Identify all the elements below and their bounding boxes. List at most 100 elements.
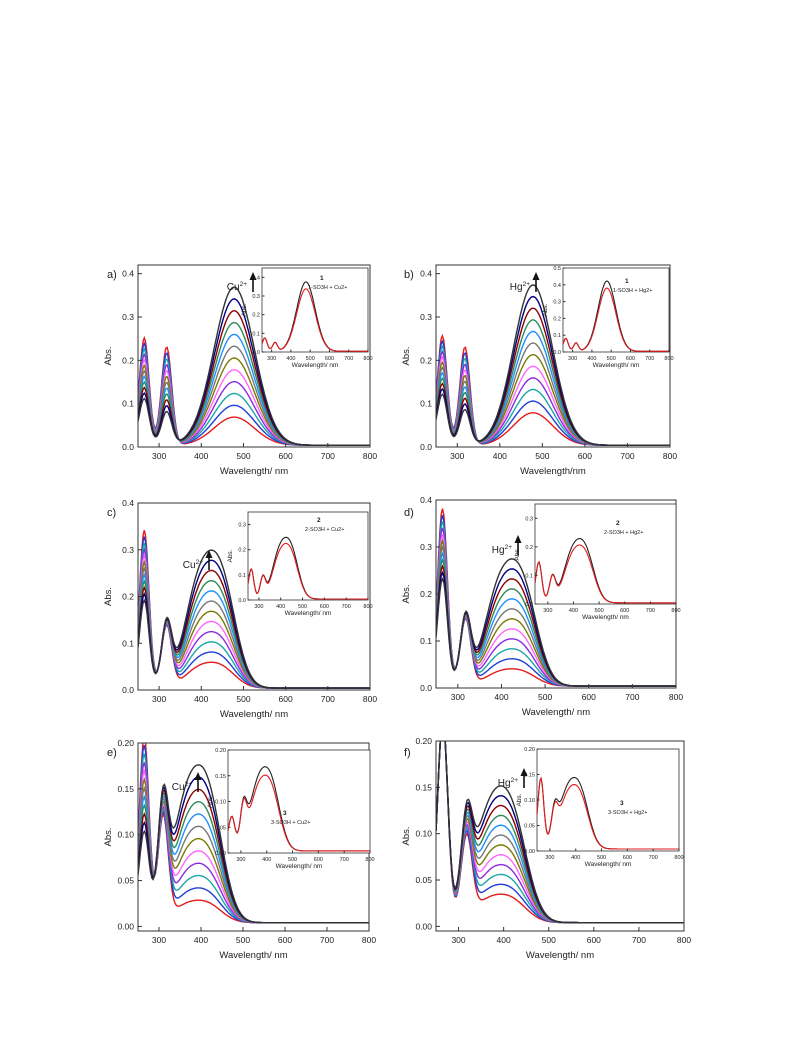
inset-x-tick-label: 600 [623, 855, 632, 861]
chart-panel-4: 300 400 500 600 700 800 0.0 0.1 0.2 0.3 0.4 Wavelen… [401, 495, 683, 718]
y-tick-label: 0.4 [122, 498, 134, 508]
inset-y-tick-label: 0.0 [525, 602, 533, 608]
y-tick-label: 0.15 [415, 782, 432, 792]
x-tick-label: 700 [321, 451, 335, 461]
x-axis-label: Wavelength/nm [520, 466, 586, 477]
inset-y-tick-label: 0.1 [525, 573, 533, 579]
y-tick-label: 0.0 [122, 442, 134, 452]
x-tick-label: 400 [493, 451, 507, 461]
inset-x-axis-label: Wavelength/ nm [593, 362, 640, 369]
x-tick-label: 500 [236, 935, 250, 945]
panel-letter: f) [404, 747, 411, 759]
inset-y-tick-label: 0.1 [252, 331, 260, 337]
inset-x-tick-label: 800 [674, 855, 683, 861]
y-tick-label: 0.2 [122, 592, 134, 602]
inset-x-tick-label: 400 [569, 608, 578, 614]
y-tick-label: 0.2 [122, 355, 134, 365]
y-tick-label: 0.00 [415, 921, 432, 931]
inset-x-tick-label: 300 [568, 356, 577, 362]
inset-x-axis-label: Wavelength/ nm [585, 861, 632, 868]
x-tick-label: 300 [152, 694, 166, 704]
inset-frame [227, 749, 371, 854]
panel-letter: b) [404, 269, 414, 281]
panel-letter: c) [107, 507, 116, 519]
inset-chart: 300 400 500 600 700 800 0.0 0.1 0.2 0.3 Wavelength… [514, 503, 681, 621]
x-tick-label: 500 [236, 451, 250, 461]
inset-x-tick-label: 700 [342, 604, 351, 610]
inset-chart: 300 400 500 600 700 800 0.0 0.1 0.2 0.3 0.4 0.5 Wave… [542, 266, 674, 369]
y-tick-label: 0.10 [415, 829, 432, 839]
inset-series-label: 2 [616, 520, 620, 527]
inset-x-axis-label: Wavelength/ nm [276, 863, 323, 870]
inset-y-tick-label: 0.3 [525, 516, 533, 522]
inset-series-label: 2-SO3H + Hg2+ [604, 530, 643, 536]
y-tick-label: 0.05 [415, 875, 432, 885]
ion-label: Cu2+ [227, 281, 247, 293]
inset-x-tick-label: 600 [314, 857, 323, 863]
increase-arrow-head [520, 768, 528, 776]
inset-x-tick-label: 400 [276, 604, 285, 610]
x-tick-label: 300 [152, 451, 166, 461]
x-tick-label: 700 [620, 451, 634, 461]
chart-panel-6: 300 400 500 600 700 800 0.00 0.05 0.10 0.15 0.20 Wa… [401, 736, 691, 961]
x-tick-label: 800 [363, 451, 377, 461]
inset-y-tick-label: 0.2 [252, 313, 260, 319]
x-tick-label: 600 [582, 692, 596, 702]
inset-x-tick-label: 300 [267, 356, 276, 362]
titration-curves [138, 530, 370, 689]
series-line [138, 286, 370, 446]
x-axis-label: Wavelength/ nm [522, 707, 590, 718]
panel-letter: a) [107, 269, 117, 281]
x-tick-label: 600 [279, 694, 293, 704]
inset-y-tick-label: 0.20 [524, 747, 535, 753]
inset-x-axis-label: Wavelength/ nm [582, 614, 629, 621]
y-tick-label: 0.20 [117, 738, 134, 748]
x-tick-label: 500 [538, 692, 552, 702]
x-tick-label: 500 [542, 935, 556, 945]
inset-y-tick-label: 0.0 [252, 350, 260, 356]
y-tick-label: 0.4 [420, 495, 432, 505]
inset-series-label: 3 [283, 810, 287, 817]
x-tick-label: 700 [320, 935, 334, 945]
inset-chart: 300 400 500 600 700 800 0.00 0.05 0.10 0.15 0.20 Wa… [207, 748, 375, 870]
x-tick-label: 700 [632, 935, 646, 945]
inset-y-tick-label: 0.0 [553, 350, 561, 356]
inset-x-axis-label: Wavelength/ nm [285, 610, 332, 617]
x-tick-label: 400 [494, 692, 508, 702]
x-tick-label: 800 [362, 935, 376, 945]
inset-chart: 300 400 500 600 700 800 0.00 0.05 0.10 0.15 0.20 Wa… [516, 747, 684, 868]
inset-y-axis-label: Abs. [207, 795, 214, 808]
inset-series-line [563, 287, 669, 352]
inset-x-tick-label: 700 [344, 356, 353, 362]
inset-series-label: 2 [317, 517, 321, 524]
chart-panel-1: 300 400 500 600 700 800 0.0 0.1 0.2 0.3 0.4 Wavelen… [103, 264, 377, 477]
y-tick-label: 0.0 [122, 685, 134, 695]
inset-x-tick-label: 600 [626, 356, 635, 362]
x-tick-label: 400 [497, 935, 511, 945]
inset-series-label: 3 [620, 800, 624, 807]
inset-y-tick-label: 0.3 [252, 294, 260, 300]
x-tick-label: 700 [625, 692, 639, 702]
inset-y-tick-label: 0.15 [215, 774, 226, 780]
panel-letter: e) [107, 747, 117, 759]
inset-x-tick-label: 300 [254, 604, 263, 610]
y-tick-label: 0.3 [122, 545, 134, 555]
inset-y-tick-label: 0.3 [553, 300, 561, 306]
x-tick-label: 600 [587, 935, 601, 945]
inset-x-tick-label: 300 [236, 857, 245, 863]
inset-series-label: 1-SO3H + Hg2+ [613, 288, 652, 294]
x-axis-label: Wavelength/ nm [220, 709, 288, 720]
x-tick-label: 500 [535, 451, 549, 461]
titration-curves [436, 284, 670, 446]
inset-y-axis-label: Abs. [542, 303, 549, 316]
inset-y-tick-label: 0.2 [525, 545, 533, 551]
y-axis-label: Abs. [401, 826, 412, 845]
inset-frame [261, 267, 369, 353]
increase-arrow-head [514, 535, 522, 543]
inset-x-tick-label: 800 [664, 356, 673, 362]
inset-series-label: 1 [320, 275, 324, 282]
x-tick-label: 800 [669, 692, 683, 702]
x-tick-label: 300 [451, 692, 465, 702]
increase-arrow-head [532, 272, 540, 280]
x-axis-label: Wavelength/ nm [526, 950, 594, 961]
